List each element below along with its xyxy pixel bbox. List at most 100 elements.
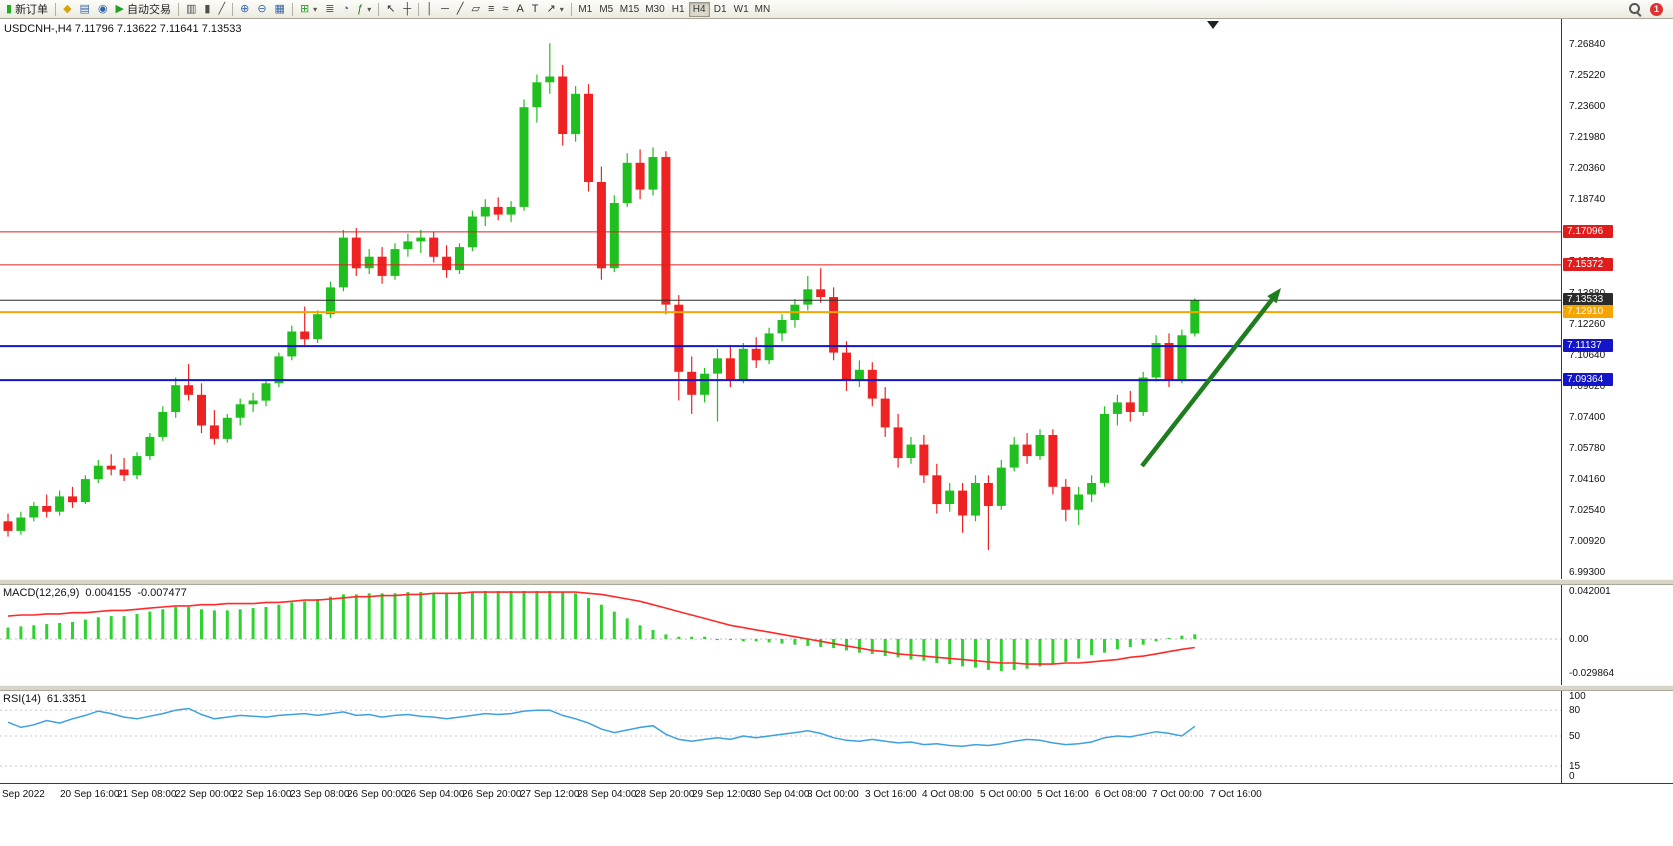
rsi-canvas[interactable] — [0, 691, 1561, 783]
macd-name: MACD(12,26,9) — [3, 587, 80, 599]
market-watch-icon: ▤ — [79, 2, 90, 15]
candlestick-chart-button[interactable]: ▮ — [200, 1, 214, 18]
macd-axis-label: -0.029864 — [1569, 668, 1615, 679]
timeframe-w1-button[interactable]: W1 — [731, 2, 752, 17]
caret-down-icon: ▾ — [559, 4, 564, 14]
trend-arrow[interactable] — [1140, 288, 1281, 468]
time-axis-label: 27 Sep 12:00 — [520, 789, 580, 800]
indicators-button[interactable]: ƒ ▾ — [353, 1, 375, 18]
shapes-button[interactable]: ≈ — [498, 1, 512, 18]
text-button[interactable]: A — [512, 1, 527, 18]
price-badge: 7.11137 — [1563, 339, 1613, 352]
timeframe-m30-button[interactable]: M30 — [642, 2, 667, 17]
time-axis-label: 22 Sep 00:00 — [175, 789, 235, 800]
time-axis[interactable]: Sep 2022 20 Sep 16:00 21 Sep 08:00 22 Sep 0… — [0, 783, 1673, 808]
autotrade-button[interactable]: ▶ 自动交易 — [112, 1, 175, 18]
text-label-button[interactable]: T — [528, 1, 543, 18]
shapes-icon: ≈ — [502, 2, 509, 15]
macd-axis-label: 0.042001 — [1569, 586, 1611, 597]
vertical-line-icon: │ — [426, 2, 434, 15]
arrows-button[interactable]: ↗ ▾ — [543, 1, 568, 18]
zoom-in-button[interactable]: ⊕ — [236, 1, 253, 18]
toolbar-separator — [418, 2, 420, 16]
horizontal-line-button[interactable]: ─ — [437, 1, 453, 18]
time-axis-label: 28 Sep 20:00 — [635, 789, 695, 800]
cursor-button[interactable]: ↖ — [382, 1, 399, 18]
time-axis-label: 4 Oct 08:00 — [922, 789, 974, 800]
price-axis-label: 7.04160 — [1569, 474, 1606, 485]
fibonacci-button[interactable]: ≡ — [484, 1, 498, 18]
toolbar-right: 1 — [1628, 2, 1671, 16]
line-chart-button[interactable]: ╱ — [214, 1, 229, 18]
zoom-out-button[interactable]: ⊖ — [253, 1, 270, 18]
bar-chart-button[interactable]: ▥ — [182, 1, 200, 18]
time-axis-label: 3 Oct 16:00 — [865, 789, 917, 800]
toolbar-button-label: 新订单 — [15, 4, 49, 16]
price-axis[interactable]: 7.26840 7.25220 7.23600 7.21980 7.20360 7.187… — [1561, 19, 1673, 579]
horizontal-lines[interactable] — [0, 231, 1561, 382]
market-watch-button[interactable]: ▤ — [76, 1, 94, 18]
time-axis-label: 5 Oct 00:00 — [980, 789, 1032, 800]
crosshair-button[interactable]: ┼ — [399, 1, 415, 18]
timeframe-h4-button[interactable]: H4 — [688, 1, 710, 17]
profiles-button[interactable]: ≣ — [321, 1, 338, 18]
data-window-button[interactable]: ◉ — [94, 1, 112, 18]
time-axis-label: 23 Sep 08:00 — [290, 789, 350, 800]
favorites-button[interactable]: ◆ — [59, 1, 75, 18]
rsi-chart-area[interactable]: RSI(14) 61.3351 — [0, 691, 1561, 783]
crosshair-icon: ┼ — [403, 2, 412, 15]
new-chart-icon: ⊞ — [299, 2, 310, 15]
tile-windows-button[interactable]: ▦ — [271, 1, 289, 18]
trendline-icon: ╱ — [456, 2, 464, 15]
panel-splitter[interactable] — [0, 579, 1673, 585]
time-axis-label: 29 Sep 12:00 — [692, 789, 752, 800]
macd-chart-area[interactable]: MACD(12,26,9) 0.004155 -0.007477 — [0, 585, 1561, 685]
timeframe-h1-button[interactable]: H1 — [668, 2, 689, 17]
vertical-line-button[interactable]: │ — [422, 1, 437, 18]
macd-axis[interactable]: 0.042001 0.00 -0.029864 — [1561, 585, 1673, 685]
macd-canvas[interactable] — [0, 585, 1561, 685]
timeframe-m5-button[interactable]: M5 — [596, 2, 617, 17]
bottom-filler — [0, 808, 1673, 846]
profiles-icon: ≣ — [325, 2, 335, 15]
trendline-button[interactable]: ╱ — [453, 1, 468, 18]
rsi-axis[interactable]: 100 80 50 15 0 — [1561, 691, 1673, 783]
main-chart-area[interactable]: USDCNH-,H4 7.11796 7.13622 7.11641 7.135… — [0, 19, 1561, 579]
text-icon: A — [516, 2, 524, 15]
search-icon[interactable] — [1628, 2, 1642, 16]
candles — [3, 43, 1200, 551]
panel-splitter[interactable] — [0, 685, 1673, 691]
notification-badge[interactable]: 1 — [1650, 2, 1663, 16]
main-chart-canvas[interactable] — [0, 19, 1561, 579]
rsi-value: 61.3351 — [46, 693, 87, 705]
price-axis-label: 7.02540 — [1569, 505, 1606, 516]
time-axis-label: 30 Sep 04:00 — [750, 789, 810, 800]
period-converter-button[interactable]: ◔ — [338, 1, 353, 18]
chart-workspace: USDCNH-,H4 7.11796 7.13622 7.11641 7.135… — [0, 19, 1673, 846]
data-window-icon: ◉ — [97, 2, 108, 15]
text-label-icon: T — [531, 2, 539, 15]
rsi-axis-label: 0 — [1569, 771, 1575, 782]
candlestick-chart-icon: ▮ — [204, 2, 211, 15]
new-order-button[interactable]: ▮ 新订单 — [2, 1, 52, 18]
channel-button[interactable]: ▱ — [468, 1, 484, 18]
new-chart-button[interactable]: ⊞ ▾ — [296, 1, 321, 18]
macd-value: 0.004155 — [85, 587, 132, 599]
macd-label: MACD(12,26,9) 0.004155 -0.007477 — [3, 587, 187, 599]
toolbar-separator — [378, 2, 380, 16]
period-converter-icon: ◔ — [342, 2, 350, 15]
caret-down-icon: ▾ — [313, 4, 318, 14]
toolbar-separator — [570, 2, 572, 16]
timeframe-m15-button[interactable]: M15 — [617, 2, 642, 17]
timeframe-m1-button[interactable]: M1 — [575, 2, 596, 17]
price-badge: 7.13533 — [1563, 293, 1613, 306]
time-axis-label: 3 Oct 00:00 — [807, 789, 859, 800]
price-axis-label: 7.05780 — [1569, 443, 1606, 454]
horizontal-line-icon: ─ — [441, 2, 449, 15]
timeframe-d1-button[interactable]: D1 — [710, 2, 731, 17]
chart-shift-marker[interactable] — [1207, 21, 1219, 29]
time-axis-label: 6 Oct 08:00 — [1095, 789, 1147, 800]
macd-signal-line — [7, 591, 1195, 665]
channel-icon: ▱ — [471, 2, 480, 15]
timeframe-mn-button[interactable]: MN — [752, 2, 774, 17]
